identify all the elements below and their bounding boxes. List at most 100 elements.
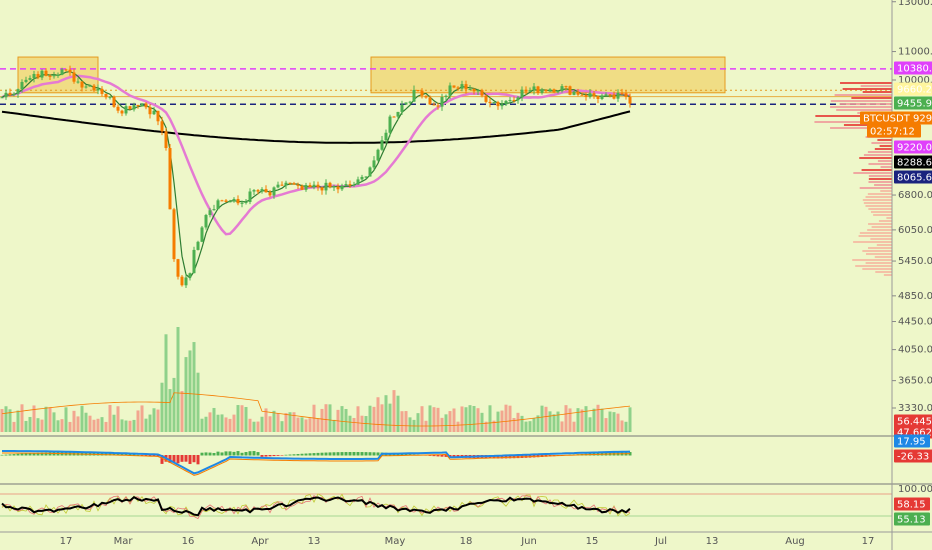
candle-body — [4, 92, 8, 98]
macd-bar — [264, 455, 268, 457]
volume-bar — [120, 419, 124, 432]
macd-bar — [320, 452, 324, 456]
volume-bar — [24, 420, 28, 432]
profile-bar — [842, 88, 892, 90]
volume-bar — [40, 419, 44, 432]
profile-bar — [886, 217, 892, 219]
macd-bar — [184, 455, 188, 462]
volume-bar — [12, 421, 16, 432]
volume-bar — [432, 407, 436, 432]
volume-bar — [352, 417, 356, 432]
candle-body — [444, 95, 448, 97]
macd-bar — [128, 454, 132, 456]
badge-volume-ma-text: 47.662K — [897, 428, 932, 439]
candle-body — [524, 89, 528, 92]
candle-body — [528, 90, 532, 92]
volume-profile — [814, 82, 892, 276]
macd-bar — [432, 455, 436, 457]
candle-body — [136, 104, 140, 106]
volume-bar — [340, 406, 344, 432]
volume-bar — [516, 412, 520, 432]
volume-bar — [28, 416, 32, 432]
macd-bar — [280, 455, 284, 456]
moving-averages — [1, 70, 631, 280]
profile-bar — [862, 268, 892, 270]
profile-bar — [853, 241, 892, 243]
price-tick-label: 3650.00 — [898, 376, 932, 387]
candle-body — [464, 84, 468, 90]
volume-bar — [444, 414, 448, 432]
volume-bar — [44, 406, 48, 432]
macd-bar — [240, 452, 244, 456]
price-tick-label: 6050.00 — [898, 225, 932, 236]
volume-bar — [388, 403, 392, 432]
profile-bar — [878, 220, 892, 222]
price-tick-label: 4050.00 — [898, 345, 932, 356]
candle-body — [100, 88, 104, 94]
volume-bar — [544, 406, 548, 432]
macd-bar — [108, 453, 112, 456]
macd-bar — [316, 452, 320, 456]
price-badges: 10380.44 9660.27 9455.94 BTCUSDT 9298.23 02:… — [860, 61, 932, 526]
profile-bar — [862, 199, 892, 201]
price-tick-label: 5450.00 — [898, 256, 932, 267]
ma-line-black — [1, 110, 631, 144]
candle-body — [104, 93, 108, 98]
volume-bar — [192, 342, 196, 432]
profile-bar — [874, 148, 892, 150]
volume-bar — [188, 350, 192, 432]
badge-symbol-price — [860, 111, 932, 125]
volume-bar — [144, 418, 148, 432]
volume-bar — [104, 421, 108, 432]
candle-body — [516, 97, 520, 101]
macd-bar — [192, 455, 196, 463]
profile-bar — [876, 244, 892, 246]
macd-bar — [40, 452, 44, 456]
volume-bar — [392, 390, 396, 432]
macd-bar — [228, 451, 232, 456]
macd-bar — [440, 455, 444, 457]
volume-bar — [244, 407, 248, 432]
candle-body — [172, 209, 176, 260]
volume-bar — [252, 421, 256, 432]
candle-body — [156, 110, 160, 122]
volume-bar — [256, 421, 260, 432]
volume-bar — [540, 405, 544, 432]
volume-bar — [64, 407, 68, 432]
volume-bar — [276, 413, 280, 432]
profile-bar — [883, 274, 892, 276]
candle-body — [132, 104, 136, 110]
badge-ma-black — [894, 155, 932, 169]
volume-bar — [488, 405, 492, 432]
candle-body — [96, 88, 100, 91]
candle-body — [8, 92, 12, 95]
macd-bar — [172, 455, 176, 462]
volume-bar — [124, 420, 128, 432]
candle-body — [400, 104, 404, 112]
volume-bar — [112, 414, 116, 432]
candle-body — [428, 97, 432, 105]
volume-bar — [268, 416, 272, 432]
volume-bar — [600, 408, 604, 432]
profile-bar — [814, 121, 892, 123]
volume-bar — [328, 404, 332, 432]
macd-bar — [112, 453, 116, 456]
volume-bar — [240, 405, 244, 432]
volume-bar — [416, 413, 420, 432]
profile-bar — [858, 235, 892, 237]
candle-body — [44, 70, 48, 76]
candle-body — [436, 105, 440, 107]
volume-bar — [260, 416, 264, 432]
candle-body — [204, 215, 208, 228]
volume-bar — [332, 419, 336, 432]
macd-bar — [168, 455, 172, 463]
volume-bar — [160, 382, 164, 432]
volume-bar — [220, 414, 224, 432]
volume-bar — [532, 418, 536, 432]
volume-bar — [216, 414, 220, 432]
profile-bar — [840, 82, 892, 84]
macd-bar — [304, 453, 308, 456]
macd-bar — [292, 454, 296, 456]
macd-bar — [176, 455, 180, 464]
candle-body — [468, 88, 472, 90]
